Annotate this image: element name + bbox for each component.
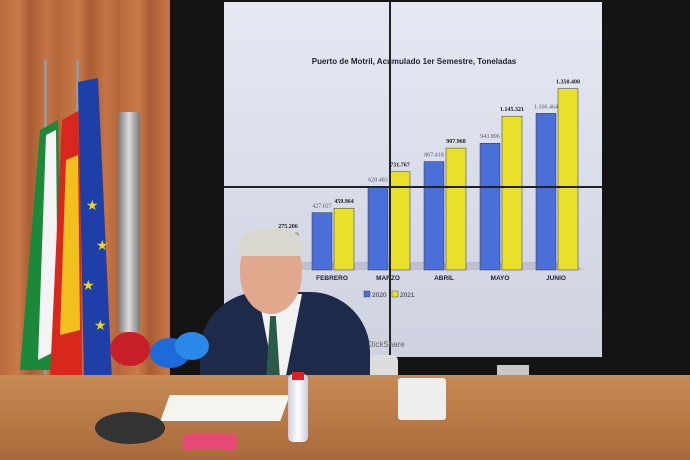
legend-swatch [391, 290, 399, 298]
speaker-hair [238, 228, 304, 256]
category-label: JUNIO [546, 275, 566, 282]
bottle-cap [292, 372, 304, 380]
data-label: 427.027 [312, 204, 332, 210]
legend-swatch [363, 290, 371, 298]
data-label: 1.145.321 [500, 107, 524, 113]
flag-eu [78, 78, 112, 380]
microphone [110, 332, 150, 366]
tie [266, 316, 280, 386]
flags: ★ ★ ★ ★ [20, 60, 112, 380]
microphone [175, 332, 209, 360]
bar-2021-febrero [333, 207, 355, 271]
clickshare-label: ClickShare [366, 340, 405, 349]
water-bottle [288, 374, 308, 442]
category-label: MAYO [491, 275, 510, 282]
screen-seam [389, 2, 391, 357]
bar-2020-mayo [479, 142, 501, 271]
flag-spain-stripe [60, 155, 80, 335]
svg-text:★: ★ [94, 317, 107, 333]
data-label: 943.896 [480, 134, 500, 140]
data-label: 620.483 [368, 178, 388, 184]
data-label: 459.964 [334, 199, 354, 205]
bar-2021-junio [557, 88, 579, 271]
category-label: FEBRERO [316, 275, 348, 282]
screen-seam [224, 186, 602, 188]
legend-label: 2020 [372, 292, 387, 299]
data-label: 1.350.400 [556, 80, 580, 86]
legend-label: 2021 [400, 292, 415, 299]
power-outlet [398, 378, 446, 420]
phone [183, 434, 237, 450]
eu-stars: ★ ★ ★ ★ [82, 197, 109, 333]
mic-base [95, 412, 165, 444]
bar-2020-abril [423, 161, 445, 271]
chart-title: Puerto de Motril, Acumulado 1er Semestre… [312, 57, 517, 66]
category-label: MARZO [376, 275, 400, 282]
data-label: 1.166.464 [534, 104, 558, 110]
flag-andalucia-stripe [38, 130, 58, 360]
bar-2021-abril [445, 147, 467, 271]
svg-text:★: ★ [86, 197, 99, 213]
bar-2020-marzo [367, 186, 389, 271]
data-label: 275.206 [278, 224, 298, 230]
data-label: 731.767 [390, 163, 410, 169]
svg-text:★: ★ [82, 277, 95, 293]
bar-2020-junio [535, 113, 557, 271]
data-label: 807.418 [424, 153, 444, 159]
bar-2020-febrero [311, 212, 333, 271]
data-label: 907.968 [446, 139, 466, 145]
category-label: ABRIL [434, 275, 454, 282]
metal-pole [118, 112, 140, 332]
svg-text:★: ★ [96, 237, 109, 253]
papers [160, 395, 290, 421]
bar-2021-mayo [501, 115, 523, 271]
